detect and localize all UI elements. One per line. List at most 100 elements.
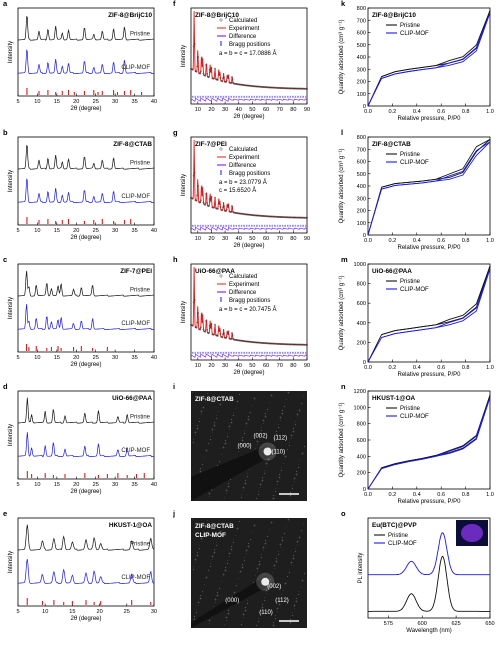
diffraction-spot bbox=[224, 569, 227, 572]
diffraction-spot bbox=[259, 610, 262, 613]
y-tick-label: 0 bbox=[363, 104, 366, 110]
diffraction-spot bbox=[261, 476, 264, 479]
y-tick-label: 200 bbox=[357, 80, 366, 86]
diffraction-spot bbox=[296, 413, 299, 416]
x-axis-label: Relative pressure, P/P0 bbox=[397, 245, 461, 251]
diffraction-spot bbox=[192, 441, 195, 444]
calculated-point bbox=[250, 85, 253, 87]
calculated-point bbox=[289, 216, 292, 219]
calculated-point bbox=[264, 342, 267, 345]
diffraction-spot bbox=[236, 400, 239, 403]
adsorption-curve bbox=[367, 394, 491, 490]
calculated-point bbox=[211, 206, 214, 209]
diffraction-spot bbox=[280, 420, 281, 421]
calculated-point bbox=[274, 215, 277, 218]
diffraction-spot bbox=[208, 492, 211, 495]
calculated-point bbox=[275, 215, 278, 218]
diffraction-spot bbox=[272, 494, 275, 497]
diffraction-spot bbox=[214, 598, 217, 601]
diffraction-spot bbox=[211, 428, 214, 431]
diffraction-spot bbox=[281, 412, 284, 415]
diffraction-spot bbox=[225, 616, 228, 619]
calculated-point bbox=[249, 84, 252, 87]
calculated-point bbox=[280, 87, 283, 89]
diffraction-spot bbox=[202, 533, 205, 536]
calculated-point bbox=[236, 83, 239, 86]
diffraction-spot bbox=[246, 426, 247, 427]
diffraction-spot bbox=[291, 614, 294, 617]
x-tick-label: 10 bbox=[34, 482, 40, 488]
series-label: Pristine bbox=[130, 415, 151, 421]
cell-parameter: a = b = c = 20.7475 Å bbox=[219, 306, 277, 313]
calculated-point bbox=[279, 216, 282, 218]
series-label: CLIP-MOF bbox=[121, 194, 150, 200]
legend-label: Pristine bbox=[400, 152, 421, 158]
calculated-point bbox=[195, 326, 198, 329]
xrd-curve-clip-mof bbox=[18, 178, 154, 204]
diffraction-spot bbox=[195, 435, 196, 436]
x-tick-label: 0.2 bbox=[389, 365, 397, 371]
calculated-point bbox=[244, 340, 247, 343]
calculated-point bbox=[240, 83, 243, 86]
diffraction-spot bbox=[264, 470, 265, 471]
calculated-point bbox=[198, 72, 200, 74]
diffraction-spot bbox=[193, 618, 196, 621]
diffraction-spot bbox=[199, 470, 202, 473]
calculated-point bbox=[194, 326, 197, 329]
diffraction-spot bbox=[265, 462, 268, 465]
diffraction-spot bbox=[239, 443, 242, 446]
diffraction-spot bbox=[213, 606, 214, 607]
calculated-point bbox=[269, 86, 272, 89]
calculated-point bbox=[283, 87, 286, 90]
calculated-point bbox=[264, 215, 267, 218]
calculated-point bbox=[283, 216, 286, 219]
diffraction-spot bbox=[255, 497, 258, 500]
diffraction-spot bbox=[297, 593, 300, 596]
desorption-curve bbox=[381, 397, 491, 470]
panel-a: a ZIF-8@BrijC10 5 10 15 20 25 30 35 40 2θ (degree)… bbox=[3, 0, 157, 112]
cell-parameter: a = b = 23.0779 Å bbox=[219, 179, 267, 186]
calculated-point bbox=[214, 196, 217, 199]
calculated-point bbox=[239, 212, 242, 215]
calculated-point bbox=[286, 343, 289, 346]
calculated-point bbox=[193, 42, 196, 45]
x-tick-label: 50 bbox=[249, 236, 255, 242]
panel-m: m UiO-66@PAA 0.0 0.2 0.4 0.6 0.8 1.0 Relative pr… bbox=[339, 255, 494, 378]
calculated-point bbox=[224, 210, 227, 212]
diffraction-index: (110) bbox=[259, 610, 273, 616]
calculated-point bbox=[252, 214, 255, 217]
calculated-point bbox=[271, 86, 274, 89]
diffraction-spot bbox=[287, 518, 290, 521]
calculated-point bbox=[277, 342, 280, 345]
series-label: Pristine bbox=[130, 542, 151, 548]
calculated-point bbox=[260, 85, 263, 88]
diffraction-spot bbox=[193, 566, 194, 567]
panel-title: Eu(BTC)@PVP bbox=[372, 522, 417, 529]
calculated-point bbox=[242, 84, 245, 87]
calculated-point bbox=[194, 70, 197, 73]
calculated-point bbox=[290, 87, 293, 90]
diffraction-spot bbox=[255, 575, 256, 576]
calculated-point bbox=[304, 216, 307, 219]
diffraction-spot bbox=[293, 477, 296, 480]
diffraction-spot bbox=[293, 604, 296, 607]
calculated-point bbox=[244, 213, 247, 216]
calculated-point bbox=[247, 340, 250, 343]
diffraction-spot bbox=[262, 419, 265, 422]
x-axis-label: Wavelength (nm) bbox=[406, 628, 451, 634]
panel-title: ZIF-7@PEI bbox=[120, 268, 152, 275]
legend-label: Calculated bbox=[229, 18, 257, 24]
plot-frame bbox=[190, 263, 308, 361]
diffraction-spot bbox=[216, 464, 219, 467]
calculated-point bbox=[275, 86, 278, 89]
diffraction-spot bbox=[201, 463, 204, 466]
diffraction-spot bbox=[218, 538, 219, 539]
diffraction-spot bbox=[269, 578, 272, 581]
calculated-point bbox=[221, 336, 224, 339]
calculated-point bbox=[302, 216, 305, 219]
calculated-point bbox=[284, 343, 287, 346]
diffraction-spot bbox=[253, 524, 256, 527]
calculated-point bbox=[297, 216, 300, 219]
diffraction-spot bbox=[218, 587, 221, 590]
diffraction-spot bbox=[257, 444, 258, 445]
